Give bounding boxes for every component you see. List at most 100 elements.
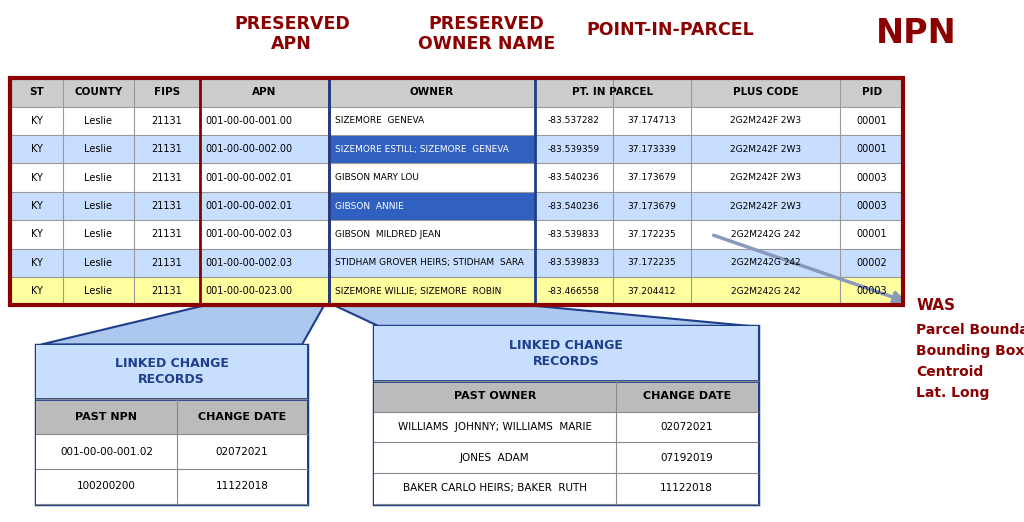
Text: 001-00-00-023.00: 001-00-00-023.00 bbox=[206, 286, 293, 296]
Text: 21131: 21131 bbox=[152, 229, 182, 240]
Bar bbox=[374, 326, 758, 381]
Text: WILLIAMS  JOHNNY; WILLIAMS  MARIE: WILLIAMS JOHNNY; WILLIAMS MARIE bbox=[397, 422, 592, 432]
Bar bbox=[374, 473, 758, 504]
Text: 001-00-00-002.01: 001-00-00-002.01 bbox=[206, 173, 293, 183]
Text: 37.173679: 37.173679 bbox=[627, 173, 676, 182]
Text: COUNTY: COUNTY bbox=[74, 88, 123, 98]
Text: -83.539359: -83.539359 bbox=[548, 145, 600, 154]
Text: 11122018: 11122018 bbox=[216, 481, 268, 491]
Bar bbox=[10, 78, 903, 305]
Text: Parcel Boundary: Parcel Boundary bbox=[916, 323, 1024, 337]
Text: 2G2M242F 2W3: 2G2M242F 2W3 bbox=[730, 201, 801, 210]
Bar bbox=[329, 78, 535, 305]
Text: 00002: 00002 bbox=[856, 258, 887, 268]
Text: 37.204412: 37.204412 bbox=[628, 287, 676, 295]
Text: KY: KY bbox=[31, 116, 43, 126]
Text: 001-00-00-001.02: 001-00-00-001.02 bbox=[59, 446, 153, 457]
Text: 00001: 00001 bbox=[856, 144, 887, 155]
Text: Bounding Box: Bounding Box bbox=[916, 344, 1024, 358]
Text: LINKED CHANGE
RECORDS: LINKED CHANGE RECORDS bbox=[115, 358, 228, 386]
Text: -83.540236: -83.540236 bbox=[548, 201, 600, 210]
Text: APN: APN bbox=[252, 88, 276, 98]
Text: 00003: 00003 bbox=[856, 173, 887, 183]
Text: 21131: 21131 bbox=[152, 173, 182, 183]
Text: NPN: NPN bbox=[877, 17, 956, 51]
Text: PID: PID bbox=[862, 88, 882, 98]
Text: WAS: WAS bbox=[916, 298, 955, 313]
Text: 001-00-00-002.01: 001-00-00-002.01 bbox=[206, 201, 293, 211]
Bar bbox=[10, 192, 903, 220]
Text: 21131: 21131 bbox=[152, 116, 182, 126]
Bar bbox=[329, 135, 535, 163]
Text: GIBSON  ANNIE: GIBSON ANNIE bbox=[335, 201, 404, 210]
Text: 100200200: 100200200 bbox=[77, 481, 136, 491]
Text: 2G2M242F 2W3: 2G2M242F 2W3 bbox=[730, 145, 801, 154]
Text: 001-00-00-001.00: 001-00-00-001.00 bbox=[206, 116, 293, 126]
Bar bbox=[10, 135, 903, 163]
Bar bbox=[10, 106, 903, 135]
Text: 21131: 21131 bbox=[152, 286, 182, 296]
Bar bbox=[10, 277, 903, 305]
Text: 001-00-00-002.00: 001-00-00-002.00 bbox=[206, 144, 293, 155]
Text: Leslie: Leslie bbox=[84, 229, 113, 240]
Bar bbox=[10, 220, 903, 248]
Text: -83.537282: -83.537282 bbox=[548, 116, 600, 125]
Bar bbox=[374, 326, 758, 504]
Text: 2G2M242F 2W3: 2G2M242F 2W3 bbox=[730, 173, 801, 182]
Text: OWNER: OWNER bbox=[410, 88, 454, 98]
Text: 21131: 21131 bbox=[152, 144, 182, 155]
Text: 00003: 00003 bbox=[856, 201, 887, 211]
Text: BAKER CARLO HEIRS; BAKER  RUTH: BAKER CARLO HEIRS; BAKER RUTH bbox=[402, 483, 587, 493]
Text: SIZEMORE ESTILL; SIZEMORE  GENEVA: SIZEMORE ESTILL; SIZEMORE GENEVA bbox=[335, 145, 509, 154]
Bar bbox=[374, 412, 758, 442]
Bar bbox=[36, 434, 307, 469]
Text: GIBSON  MILDRED JEAN: GIBSON MILDRED JEAN bbox=[335, 230, 441, 239]
Text: PAST OWNER: PAST OWNER bbox=[454, 392, 536, 401]
Text: KY: KY bbox=[31, 201, 43, 211]
Text: Centroid: Centroid bbox=[916, 365, 984, 378]
Bar bbox=[36, 345, 307, 399]
Bar bbox=[10, 163, 903, 192]
Text: 2G2M242G 242: 2G2M242G 242 bbox=[731, 230, 801, 239]
Text: 02072021: 02072021 bbox=[660, 422, 713, 432]
Bar bbox=[36, 399, 307, 434]
Text: 02072021: 02072021 bbox=[216, 446, 268, 457]
Text: -83.539833: -83.539833 bbox=[548, 230, 600, 239]
Text: Leslie: Leslie bbox=[84, 286, 113, 296]
Bar bbox=[374, 442, 758, 473]
Text: 37.172235: 37.172235 bbox=[628, 230, 676, 239]
Text: PRESERVED
APN: PRESERVED APN bbox=[233, 15, 350, 53]
Text: CHANGE DATE: CHANGE DATE bbox=[198, 412, 286, 422]
Text: ST: ST bbox=[30, 88, 44, 98]
Text: SIZEMORE  GENEVA: SIZEMORE GENEVA bbox=[335, 116, 424, 125]
Text: Leslie: Leslie bbox=[84, 173, 113, 183]
Text: 37.172235: 37.172235 bbox=[628, 258, 676, 267]
Bar bbox=[200, 78, 329, 305]
Text: SIZEMORE WILLIE; SIZEMORE  ROBIN: SIZEMORE WILLIE; SIZEMORE ROBIN bbox=[335, 287, 502, 295]
Text: STIDHAM GROVER HEIRS; STIDHAM  SARA: STIDHAM GROVER HEIRS; STIDHAM SARA bbox=[335, 258, 524, 267]
Text: LINKED CHANGE
RECORDS: LINKED CHANGE RECORDS bbox=[509, 339, 623, 368]
Text: 07192019: 07192019 bbox=[660, 453, 713, 462]
Text: 00003: 00003 bbox=[856, 286, 887, 296]
Text: -83.466558: -83.466558 bbox=[548, 287, 600, 295]
Text: KY: KY bbox=[31, 286, 43, 296]
Text: PLUS CODE: PLUS CODE bbox=[732, 88, 799, 98]
Text: Leslie: Leslie bbox=[84, 258, 113, 268]
Text: Leslie: Leslie bbox=[84, 116, 113, 126]
Text: Leslie: Leslie bbox=[84, 201, 113, 211]
Text: -83.540236: -83.540236 bbox=[548, 173, 600, 182]
Text: CHANGE DATE: CHANGE DATE bbox=[643, 392, 731, 401]
Text: POINT-IN-PARCEL: POINT-IN-PARCEL bbox=[587, 21, 755, 39]
Bar bbox=[329, 192, 535, 220]
Text: Lat. Long: Lat. Long bbox=[916, 386, 990, 399]
Text: 00001: 00001 bbox=[856, 116, 887, 126]
Text: -83.539833: -83.539833 bbox=[548, 258, 600, 267]
Text: KY: KY bbox=[31, 144, 43, 155]
Text: PRESERVED
OWNER NAME: PRESERVED OWNER NAME bbox=[418, 15, 555, 53]
Bar bbox=[36, 345, 307, 504]
Text: FIPS: FIPS bbox=[154, 88, 180, 98]
Text: 21131: 21131 bbox=[152, 201, 182, 211]
Text: 001-00-00-002.03: 001-00-00-002.03 bbox=[206, 258, 293, 268]
Text: KY: KY bbox=[31, 173, 43, 183]
Text: Leslie: Leslie bbox=[84, 144, 113, 155]
